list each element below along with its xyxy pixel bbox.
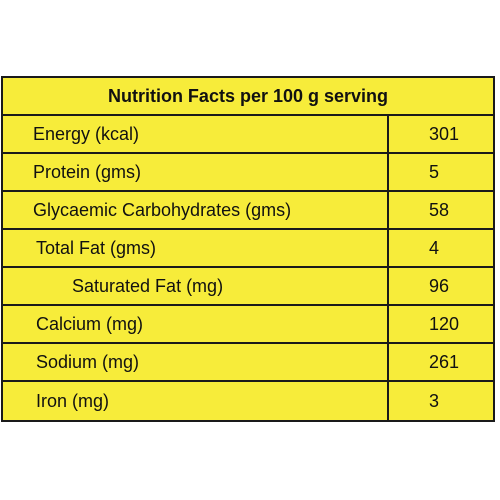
table-row: Glycaemic Carbohydrates (gms) 58: [3, 192, 493, 230]
nutrient-label: Iron (mg): [3, 382, 389, 420]
table-row: Calcium (mg) 120: [3, 306, 493, 344]
table-row: Protein (gms) 5: [3, 154, 493, 192]
nutrient-value: 261: [429, 351, 460, 372]
nutrient-value: 301: [429, 123, 460, 144]
nutrient-value: 4: [429, 237, 440, 258]
table-row: Total Fat (gms) 4: [3, 230, 493, 268]
table-row: Iron (mg) 3: [3, 382, 493, 420]
nutrient-value: 5: [429, 161, 440, 182]
nutrient-label: Calcium (mg): [3, 306, 389, 342]
nutrition-table: Nutrition Facts per 100 g serving Energy…: [1, 76, 495, 422]
table-title: Nutrition Facts per 100 g serving: [3, 78, 493, 116]
nutrient-label: Sodium (mg): [3, 344, 389, 380]
table-row: Saturated Fat (mg) 96: [3, 268, 493, 306]
nutrient-value: 120: [429, 313, 460, 334]
nutrient-label: Protein (gms): [3, 154, 389, 190]
nutrient-label: Saturated Fat (mg): [3, 268, 389, 304]
nutrient-label: Glycaemic Carbohydrates (gms): [3, 192, 389, 228]
nutrient-value: 58: [429, 199, 450, 220]
table-row: Energy (kcal) 301: [3, 116, 493, 154]
nutrient-value: 3: [429, 390, 440, 411]
nutrient-label: Energy (kcal): [3, 116, 389, 152]
nutrient-label: Total Fat (gms): [3, 230, 389, 266]
nutrient-value: 96: [429, 275, 450, 296]
table-row: Sodium (mg) 261: [3, 344, 493, 382]
